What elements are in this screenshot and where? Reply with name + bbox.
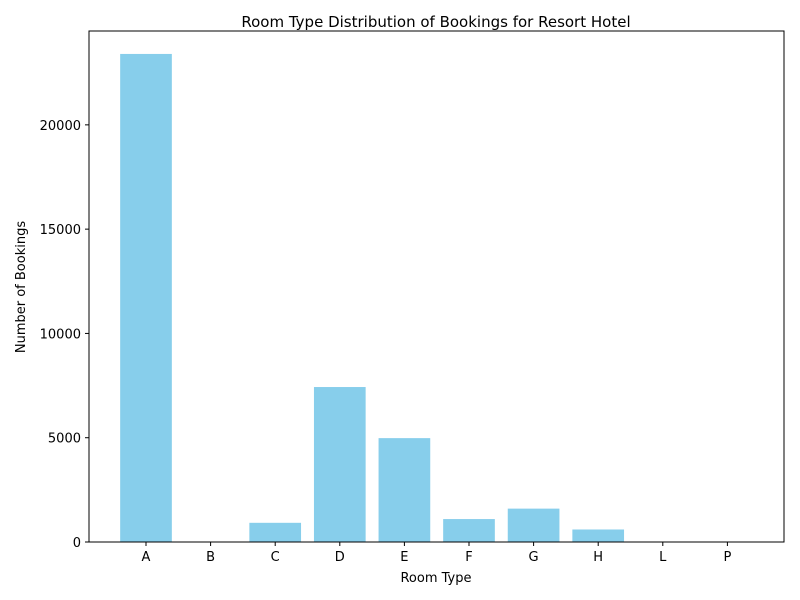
bar-H: [572, 529, 625, 542]
y-tick-label-15000: 15000: [40, 223, 81, 238]
x-tick-label-B: B: [206, 550, 215, 565]
bar-G: [507, 508, 560, 542]
bars-group: [120, 53, 625, 542]
x-tick-label-C: C: [271, 550, 280, 565]
y-tick-label-10000: 10000: [40, 327, 81, 342]
y-tick-label-5000: 5000: [48, 432, 81, 447]
x-tick-label-G: G: [529, 550, 539, 565]
x-tick-label-H: H: [593, 550, 603, 565]
y-axis-label: Number of Bookings: [14, 221, 29, 353]
x-tick-label-L: L: [659, 550, 667, 565]
x-tick-label-P: P: [723, 550, 731, 565]
bar-F: [443, 519, 495, 542]
bar-D: [313, 387, 366, 542]
bar-A: [120, 53, 172, 542]
bar-C: [249, 522, 302, 542]
x-tick-label-A: A: [142, 550, 151, 565]
x-tick-label-F: F: [465, 550, 472, 565]
y-axis: 0 5000 10000 15000 20000: [40, 119, 89, 551]
x-tick-label-D: D: [335, 550, 345, 565]
chart-title: Room Type Distribution of Bookings for R…: [241, 13, 630, 31]
plot-frame: [88, 30, 785, 543]
x-axis-label: Room Type: [400, 571, 471, 586]
y-tick-label-0: 0: [73, 536, 81, 551]
x-tick-label-E: E: [400, 550, 408, 565]
y-tick-label-20000: 20000: [40, 119, 81, 134]
bar-E: [378, 438, 431, 542]
